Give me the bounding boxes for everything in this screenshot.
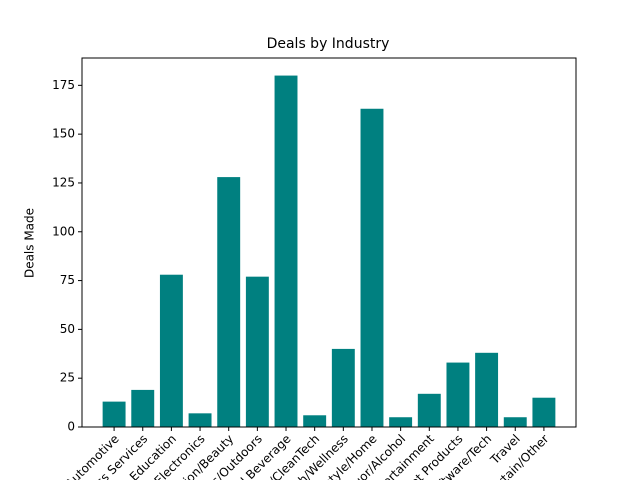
y-axis-label: Deals Made bbox=[23, 208, 37, 278]
bar bbox=[331, 348, 355, 427]
bar bbox=[188, 413, 212, 427]
plot-frame bbox=[81, 57, 577, 428]
y-tick-label: 100 bbox=[52, 224, 75, 238]
bar bbox=[417, 393, 441, 427]
bar bbox=[503, 417, 527, 427]
y-tick-label: 25 bbox=[60, 371, 75, 385]
bar bbox=[102, 401, 126, 427]
bar bbox=[446, 362, 470, 427]
bar bbox=[532, 397, 556, 427]
bar bbox=[360, 108, 384, 427]
bar bbox=[303, 415, 327, 427]
y-tick-label: 0 bbox=[67, 420, 75, 434]
bar bbox=[274, 75, 298, 428]
y-tick-label: 125 bbox=[52, 175, 75, 189]
bar bbox=[217, 177, 241, 427]
y-tick-label: 50 bbox=[60, 322, 75, 336]
y-tick-label: 75 bbox=[60, 273, 75, 287]
y-tick-label: 175 bbox=[52, 78, 75, 92]
chart-title: Deals by Industry bbox=[267, 36, 390, 52]
bar bbox=[475, 352, 499, 427]
bar bbox=[389, 417, 413, 427]
bar bbox=[245, 276, 269, 427]
y-tick-label: 150 bbox=[52, 127, 75, 141]
bar bbox=[131, 389, 155, 427]
bar bbox=[159, 274, 183, 427]
